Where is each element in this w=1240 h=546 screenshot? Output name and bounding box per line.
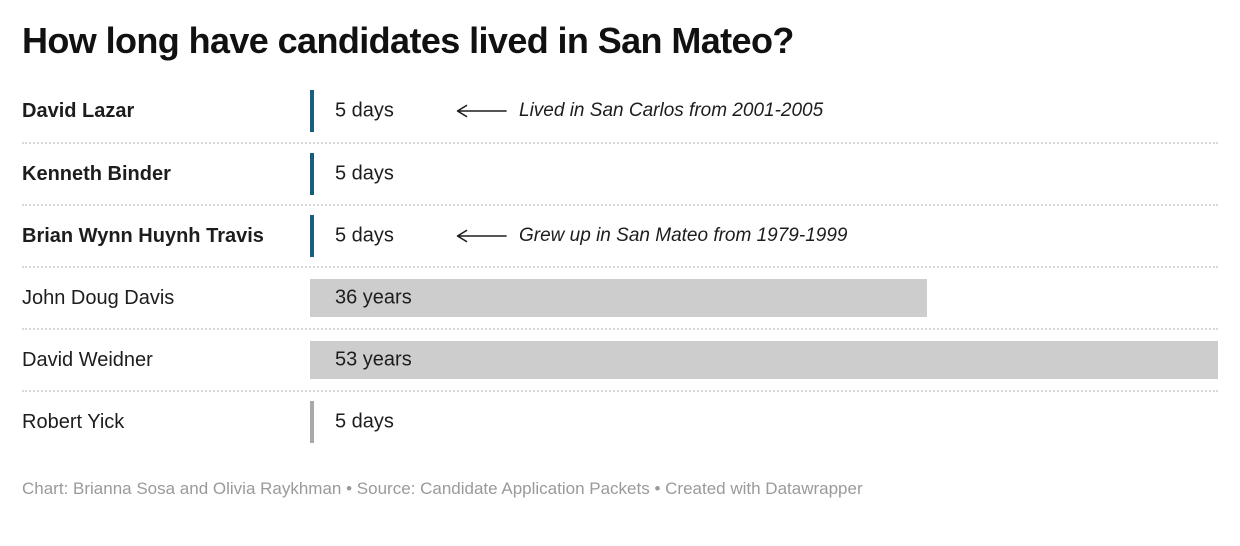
table-row: Kenneth Binder 5 days [22,142,1218,204]
chart-footer: Chart: Brianna Sosa and Olivia Raykhman … [22,479,863,498]
left-arrow-icon [456,104,507,118]
bar-value-label: 5 days [335,99,394,122]
bar-value-label: 5 days [335,224,394,247]
annotation-text: Lived in San Carlos from 2001-2005 [519,100,824,121]
bar-value-label: 36 years [335,286,412,309]
bar-plot-area: 5 days Grew up in San Mateo from 1979-19… [310,206,1218,266]
table-row: David Lazar 5 days Lived in San Carlos f… [22,80,1218,142]
candidate-name: David Weidner [22,349,153,371]
bar-plot-area: 5 days Lived in San Carlos from 2001-200… [310,80,1218,142]
annotation-text: Grew up in San Mateo from 1979-1999 [519,225,848,246]
bar-value-label: 5 days [335,410,394,433]
table-row: John Doug Davis 36 years [22,266,1218,328]
candidate-name: Robert Yick [22,411,125,433]
bar-plot-area: 53 years [310,330,1218,390]
left-arrow-icon [456,229,507,243]
table-row: David Weidner 53 years [22,328,1218,390]
bar-value-label: 5 days [335,162,394,185]
bar-plot-area: 36 years [310,268,1218,328]
bar [310,279,927,317]
bar-value-label: 53 years [335,348,412,371]
candidate-name: Kenneth Binder [22,163,171,185]
bar-annotation: Lived in San Carlos from 2001-2005 [455,100,823,122]
candidate-name: Brian Wynn Huynh Travis [22,225,264,247]
candidate-name: John Doug Davis [22,287,175,309]
table-row: Brian Wynn Huynh Travis 5 days Grew up i… [22,204,1218,266]
bar-annotation: Grew up in San Mateo from 1979-1999 [455,225,847,247]
bar [310,153,314,195]
datawrapper-bar-chart: How long have candidates lived in San Ma… [0,20,1240,499]
bar [310,341,1218,379]
bar-plot-area: 5 days [310,392,1218,452]
bar [310,401,314,443]
table-row: Robert Yick 5 days [22,390,1218,452]
bar [310,90,314,132]
bar-rows: David Lazar 5 days Lived in San Carlos f… [22,80,1218,452]
chart-title: How long have candidates lived in San Ma… [22,20,794,61]
bar-plot-area: 5 days [310,144,1218,204]
candidate-name: David Lazar [22,100,135,122]
bar [310,215,314,257]
